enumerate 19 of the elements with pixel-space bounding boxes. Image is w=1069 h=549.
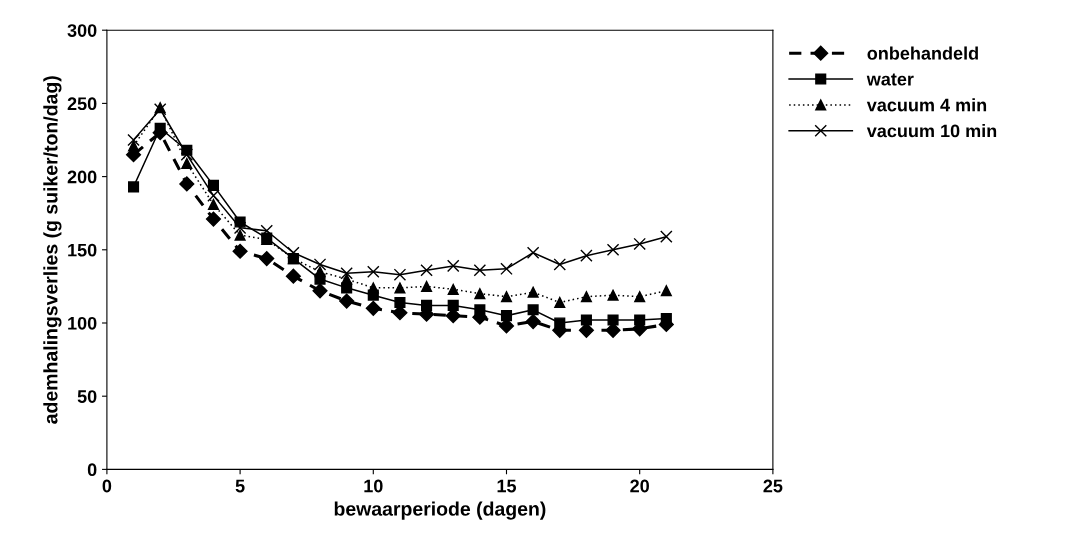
y-tick-label: 250	[67, 97, 97, 111]
y-tick-label: 150	[68, 243, 97, 257]
y-tick-label: 0	[87, 463, 97, 477]
x-tick-label: 10	[364, 479, 383, 493]
legend-label: water	[866, 73, 914, 86]
y-tick-label: 50	[77, 390, 97, 403]
x-tick-label: 15	[497, 479, 517, 493]
legend-label: onbehandeld	[867, 46, 978, 60]
legend-label: vacuum 4 min	[866, 98, 987, 112]
legend-label: vacuum 10 min	[866, 124, 997, 138]
x-tick-label: 5	[235, 479, 245, 493]
x-axis-title: bewaarperiode (dagen)	[334, 501, 546, 520]
y-axis-title: ademhalingsverlies (g suiker/ton/dag)	[43, 76, 62, 424]
x-tick-label: 25	[763, 479, 783, 493]
y-tick-label: 300	[67, 24, 97, 37]
y-tick-label: 100	[68, 316, 97, 330]
x-tick-label: 20	[630, 479, 649, 493]
y-tick-label: 200	[67, 170, 97, 184]
x-tick-label: 0	[102, 479, 112, 493]
